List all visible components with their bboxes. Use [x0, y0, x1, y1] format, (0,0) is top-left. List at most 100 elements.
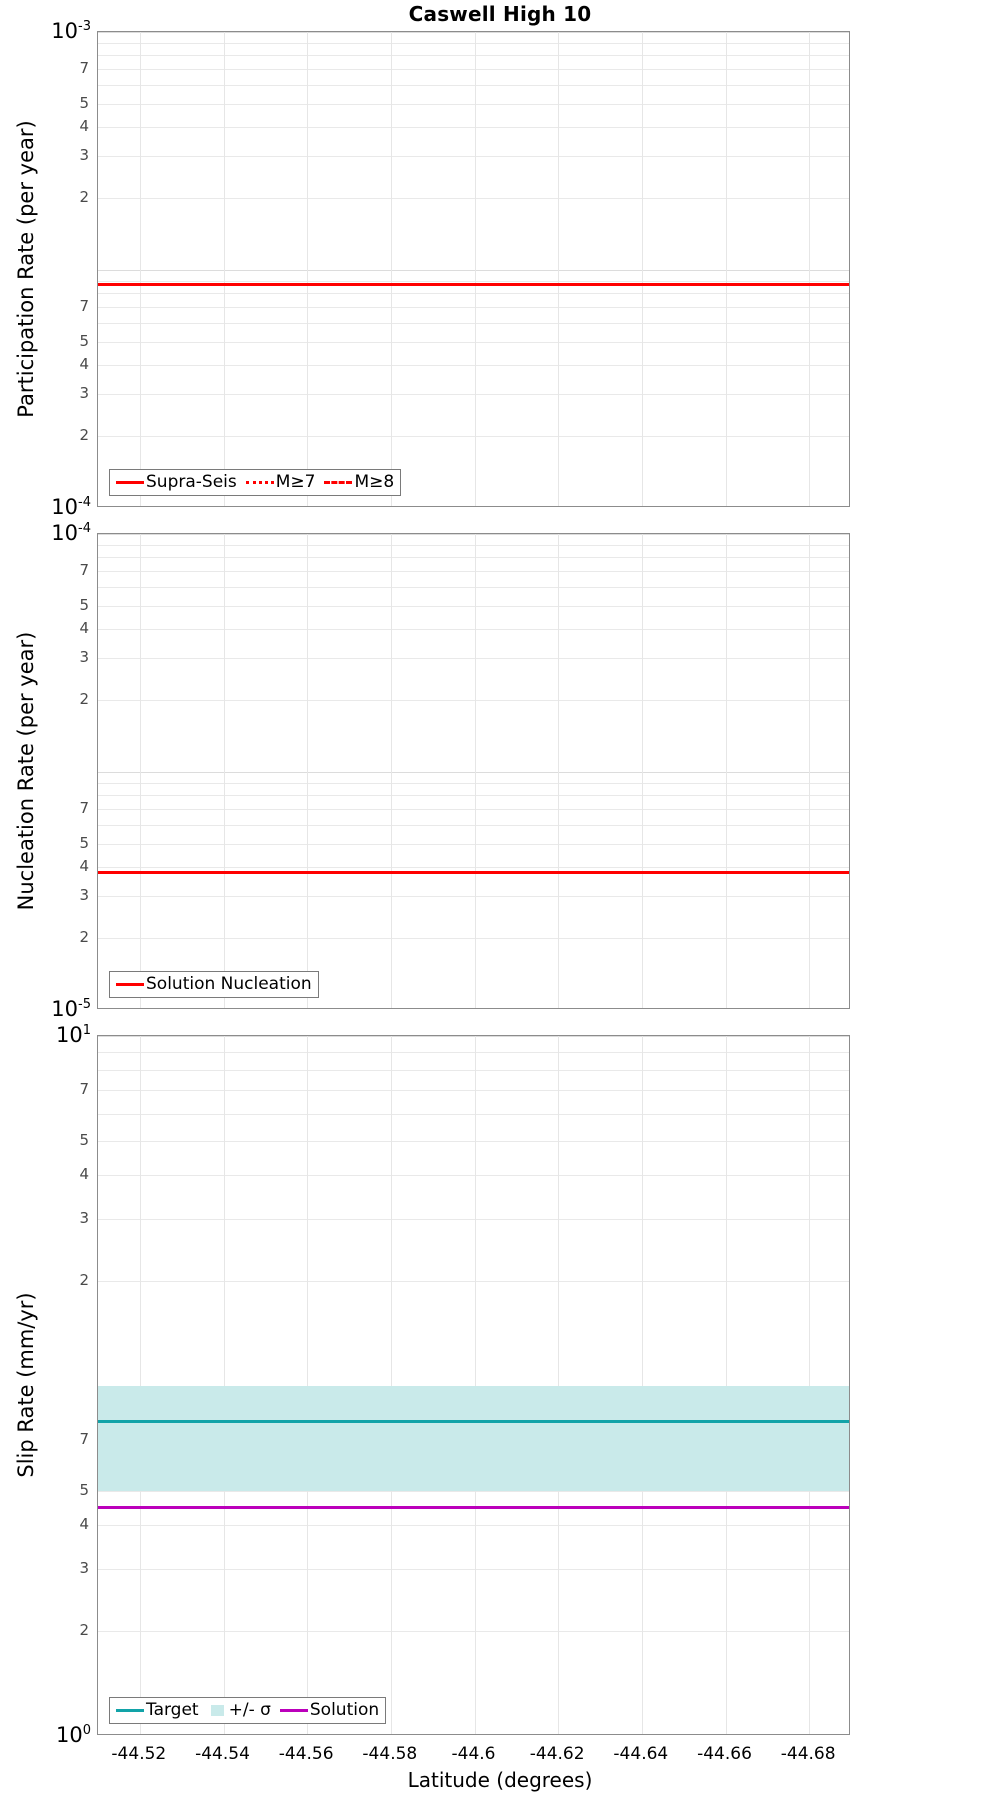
legend-swatch	[245, 480, 274, 484]
gridline-horizontal	[98, 1219, 849, 1220]
gridline-vertical	[474, 1036, 476, 1734]
legend-slip-rate: Target +/- σ Solution	[109, 1697, 387, 1724]
gridline-horizontal	[98, 1036, 849, 1037]
gridline-horizontal	[98, 32, 849, 33]
legend-label: Target	[146, 1700, 199, 1720]
y-axis-tick-label: 10-3	[51, 19, 91, 43]
gridline-vertical	[307, 534, 309, 1008]
y-axis-tick-label: 3	[79, 1559, 89, 1577]
gridline-horizontal	[98, 1491, 849, 1493]
gridline-horizontal	[98, 605, 849, 607]
y-axis-tick-label: 3	[79, 146, 89, 165]
plot-area-nucleation-rate	[97, 533, 850, 1009]
legend-swatch	[279, 1708, 308, 1712]
gridline-vertical	[809, 534, 811, 1008]
gridline-horizontal	[98, 1525, 849, 1527]
gridline-horizontal	[98, 795, 849, 797]
legend-swatch	[116, 982, 144, 986]
x-axis-tick-label: -44.62	[529, 1744, 585, 1764]
gridline-horizontal	[98, 1113, 849, 1115]
gridline-horizontal	[98, 1569, 849, 1570]
legend-item-supra-seis[interactable]: Supra-Seis	[116, 472, 246, 492]
gridline-horizontal	[98, 1090, 849, 1092]
gridline-horizontal	[98, 1069, 849, 1071]
gridline-horizontal	[98, 198, 849, 200]
y-axis-tick-label: 5	[79, 1481, 89, 1500]
gridline-horizontal	[98, 808, 849, 810]
gridline-horizontal	[98, 306, 849, 308]
gridline-vertical	[725, 32, 727, 506]
legend-item-m≥8[interactable]: M≥8	[324, 472, 394, 492]
gridline-horizontal	[98, 84, 849, 86]
y-axis-label: Nucleation Rate (per year)	[14, 631, 38, 911]
plot-area-slip-rate	[97, 1035, 850, 1735]
gridline-horizontal	[98, 270, 849, 271]
legend-label: M≥8	[354, 472, 395, 492]
gridline-horizontal	[98, 1630, 849, 1632]
y-axis-tick-label: 4	[79, 618, 89, 637]
gridline-horizontal	[98, 866, 849, 868]
gridline-horizontal	[98, 293, 849, 295]
y-axis-tick-label: 7	[79, 1080, 89, 1099]
gridline-vertical	[139, 32, 141, 506]
gridline-horizontal	[98, 824, 849, 826]
gridline-horizontal	[98, 42, 849, 44]
y-axis-tick-label: 3	[79, 648, 89, 667]
legend-item-m≥7[interactable]: M≥7	[245, 472, 325, 492]
gridline-vertical	[558, 534, 560, 1008]
gridline-horizontal	[98, 1280, 849, 1282]
gridline-horizontal	[98, 938, 849, 940]
gridline-horizontal	[98, 658, 849, 660]
legend-nucleation-rate: Solution Nucleation	[109, 971, 319, 998]
legend-item-target[interactable]: Target	[116, 1700, 208, 1720]
gridline-vertical	[809, 32, 811, 506]
panel-slip-rate	[97, 1035, 850, 1735]
panel-nucleation-rate	[97, 533, 850, 1009]
y-axis-tick-label: 10-5	[51, 997, 91, 1021]
y-axis-tick-label: 10-4	[51, 495, 91, 519]
gridline-vertical	[390, 32, 392, 506]
x-axis-tick-label: -44.64	[613, 1744, 669, 1764]
gridline-horizontal	[98, 1175, 849, 1177]
x-axis-tick-label: -44.66	[697, 1744, 752, 1764]
x-axis-tick-label: -44.68	[780, 1744, 836, 1764]
gridline-vertical	[390, 1036, 392, 1734]
y-axis-tick-label: 7	[79, 1430, 89, 1449]
gridline-horizontal	[98, 557, 849, 559]
legend-item--[interactable]: +/- σ	[208, 1700, 280, 1720]
gridline-vertical	[725, 534, 727, 1008]
y-axis-tick-label: 2	[79, 426, 89, 445]
y-axis-tick-label: 4	[79, 116, 89, 135]
gridline-vertical	[139, 534, 141, 1008]
gridline-horizontal	[98, 341, 849, 343]
x-axis-tick-label: -44.58	[362, 1744, 418, 1764]
y-axis-tick-label: 5	[79, 595, 89, 614]
x-axis-tick-label: -44.52	[111, 1744, 167, 1764]
gridline-horizontal	[98, 364, 849, 366]
gridline-horizontal	[98, 103, 849, 105]
y-axis-tick-label: 3	[79, 886, 89, 905]
legend-label: M≥7	[275, 472, 316, 492]
series-line-solution-nucleation	[98, 870, 849, 874]
y-axis-tick-label: 7	[79, 560, 89, 579]
gridline-vertical	[641, 534, 643, 1008]
y-axis-tick-label: 7	[79, 296, 89, 315]
y-axis-tick-label: 100	[55, 1723, 91, 1747]
gridline-vertical	[641, 32, 643, 506]
y-axis-tick-label: 5	[79, 331, 89, 350]
y-axis-tick-label: 4	[79, 1515, 89, 1534]
legend-swatch	[210, 1704, 224, 1716]
gridline-horizontal	[98, 700, 849, 702]
legend-item-solution[interactable]: Solution	[279, 1700, 379, 1720]
legend-swatch	[324, 480, 353, 484]
y-axis-tick-label: 2	[79, 690, 89, 709]
series-line-supra-seis	[98, 282, 849, 286]
legend-item-solution-nucleation[interactable]: Solution Nucleation	[116, 974, 312, 994]
panel-participation-rate	[97, 31, 850, 507]
gridline-vertical	[139, 1036, 141, 1734]
gridline-vertical	[725, 1036, 727, 1734]
legend-swatch	[116, 480, 144, 484]
series-line-target	[98, 1420, 849, 1424]
y-axis-tick-label: 101	[55, 1023, 91, 1047]
